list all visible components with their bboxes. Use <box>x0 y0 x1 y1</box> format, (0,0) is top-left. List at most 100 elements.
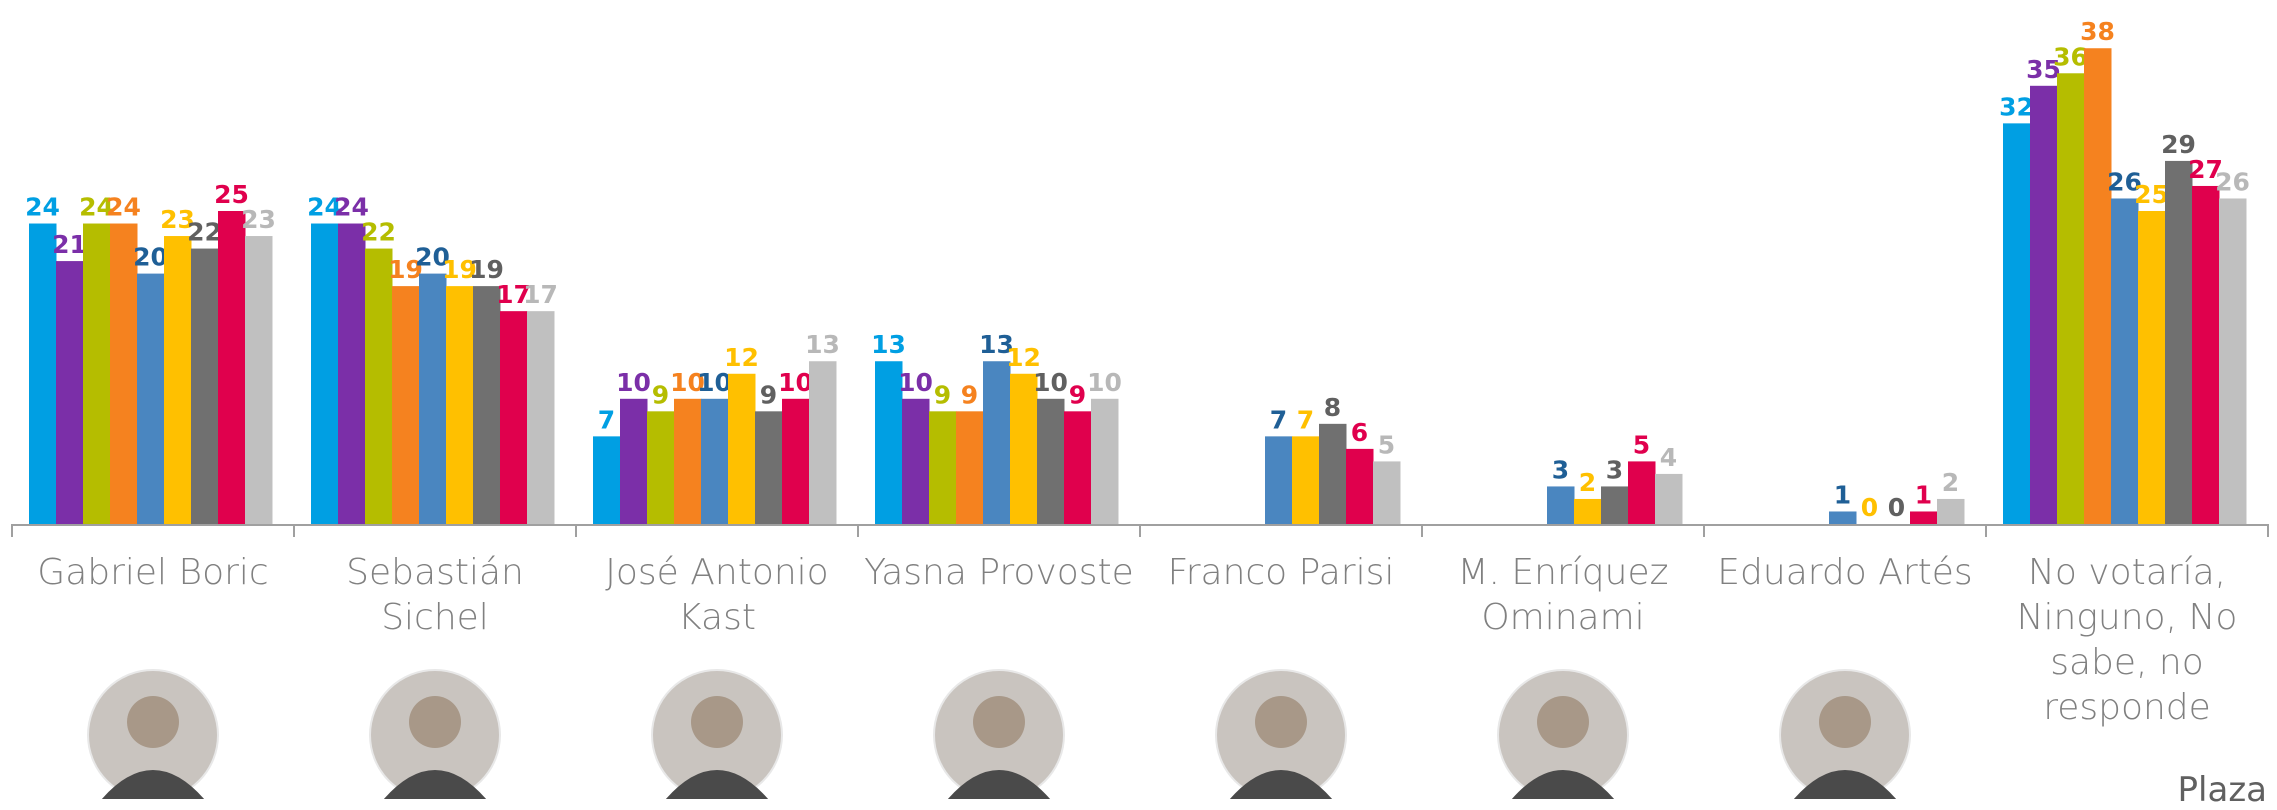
value-label: 17 <box>523 280 558 309</box>
value-label: 3 <box>1606 455 1623 484</box>
photo-face <box>691 696 743 748</box>
value-label: 25 <box>214 180 249 209</box>
value-label: 10 <box>898 368 933 397</box>
value-label: 19 <box>469 255 504 284</box>
bar <box>1547 486 1575 524</box>
bar <box>647 411 675 524</box>
value-label: 38 <box>2080 17 2115 46</box>
value-label: 10 <box>1087 368 1122 397</box>
photo-body <box>665 770 769 799</box>
value-label: 32 <box>1999 92 2034 121</box>
bar <box>83 223 111 524</box>
category-label: Yasna Provoste <box>864 552 1134 593</box>
value-label: 13 <box>805 330 840 359</box>
value-label: 13 <box>871 330 906 359</box>
bar <box>2165 160 2193 525</box>
value-label: 36 <box>2053 42 2088 71</box>
bar <box>164 236 192 525</box>
value-label: 10 <box>697 368 732 397</box>
bar <box>701 398 729 524</box>
bar <box>2138 211 2166 524</box>
value-label: 9 <box>652 380 669 409</box>
bar <box>110 223 138 524</box>
bar <box>1091 398 1119 524</box>
bar <box>1373 461 1401 524</box>
photo-face <box>127 696 179 748</box>
value-label: 24 <box>79 193 114 222</box>
value-label: 10 <box>1033 368 1068 397</box>
bar <box>29 223 57 524</box>
photo-face <box>1819 696 1871 748</box>
value-label: 22 <box>187 218 222 247</box>
bar <box>902 398 930 524</box>
value-label: 26 <box>2107 167 2142 196</box>
bar <box>593 436 621 524</box>
value-label: 23 <box>160 205 195 234</box>
value-label: 9 <box>934 380 951 409</box>
bar <box>1346 448 1374 524</box>
category-label: M. Enríquez Ominami <box>1457 552 1669 638</box>
bar <box>1829 511 1857 524</box>
bar <box>1064 411 1092 524</box>
value-label: 29 <box>2161 130 2196 159</box>
value-label: 7 <box>598 405 615 434</box>
bar <box>446 286 474 524</box>
bar <box>473 286 501 524</box>
bar <box>245 236 273 525</box>
photo-face <box>1255 696 1307 748</box>
value-label: 19 <box>388 255 423 284</box>
value-label: 10 <box>616 368 651 397</box>
bar <box>1937 498 1965 524</box>
value-label: 0 <box>1888 493 1905 522</box>
bar <box>875 361 903 524</box>
photo-body <box>101 770 205 799</box>
photo-body <box>1793 770 1897 799</box>
photo-face <box>1537 696 1589 748</box>
bar <box>929 411 957 524</box>
photo-body <box>947 770 1051 799</box>
bar <box>1601 486 1629 524</box>
value-label: 9 <box>760 380 777 409</box>
category-label: Gabriel Boric <box>37 552 269 593</box>
value-label: 6 <box>1351 418 1368 447</box>
photo-face <box>409 696 461 748</box>
value-label: 5 <box>1378 430 1395 459</box>
photo-body <box>1229 770 1333 799</box>
bar <box>419 273 447 524</box>
photo-body <box>1511 770 1615 799</box>
bar <box>527 311 555 524</box>
bar <box>218 211 246 524</box>
value-label: 26 <box>2215 167 2250 196</box>
bar <box>2192 185 2220 524</box>
bar <box>1265 436 1293 524</box>
bar <box>1655 473 1683 524</box>
bar <box>2057 73 2085 524</box>
bar <box>956 411 984 524</box>
photo-body <box>383 770 487 799</box>
value-label: 24 <box>106 193 141 222</box>
value-label: 1 <box>1834 480 1851 509</box>
value-label: 21 <box>52 230 87 259</box>
value-label: 12 <box>724 343 759 372</box>
value-label: 8 <box>1324 393 1341 422</box>
value-label: 20 <box>415 243 450 272</box>
value-label: 2 <box>1579 468 1596 497</box>
bar <box>2003 123 2031 525</box>
category-label: No votaría, Ninguno, No sabe, no respond… <box>2016 552 2238 728</box>
source: Plaza <box>2177 770 2267 810</box>
bar <box>392 286 420 524</box>
category-label: Sebastián Sichel <box>346 552 524 638</box>
bar <box>674 398 702 524</box>
bar <box>137 273 165 524</box>
category-label: Franco Parisi <box>1167 552 1395 593</box>
value-label: 7 <box>1270 405 1287 434</box>
value-label: 5 <box>1633 430 1650 459</box>
bar <box>1910 511 1938 524</box>
bar <box>1010 373 1038 524</box>
bar <box>500 311 528 524</box>
bar <box>2030 85 2058 525</box>
bar <box>782 398 810 524</box>
bar <box>2111 198 2139 525</box>
value-label: 17 <box>496 280 531 309</box>
